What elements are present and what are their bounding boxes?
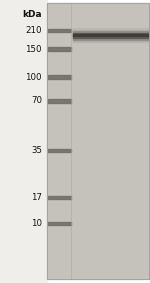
Text: 210: 210 [26,26,42,35]
Bar [48,222,71,225]
Bar [73,29,148,42]
Bar [0,0,47,283]
Bar [48,29,71,32]
Bar [73,33,148,38]
Bar [73,31,148,40]
Bar [73,35,148,36]
Bar [48,196,71,199]
Text: 150: 150 [26,45,42,54]
Bar [73,30,148,41]
Bar [48,149,71,152]
Text: kDa: kDa [22,10,42,19]
Bar [48,76,71,79]
Text: 70: 70 [31,96,42,105]
Text: 17: 17 [31,193,42,202]
Text: 35: 35 [31,146,42,155]
Text: 100: 100 [26,73,42,82]
Bar [73,32,148,39]
Text: 10: 10 [31,219,42,228]
Bar [48,47,71,51]
Bar [73,31,148,40]
Bar [48,99,71,103]
Bar [73,28,148,42]
Bar [47,3,148,279]
Bar [47,3,148,279]
